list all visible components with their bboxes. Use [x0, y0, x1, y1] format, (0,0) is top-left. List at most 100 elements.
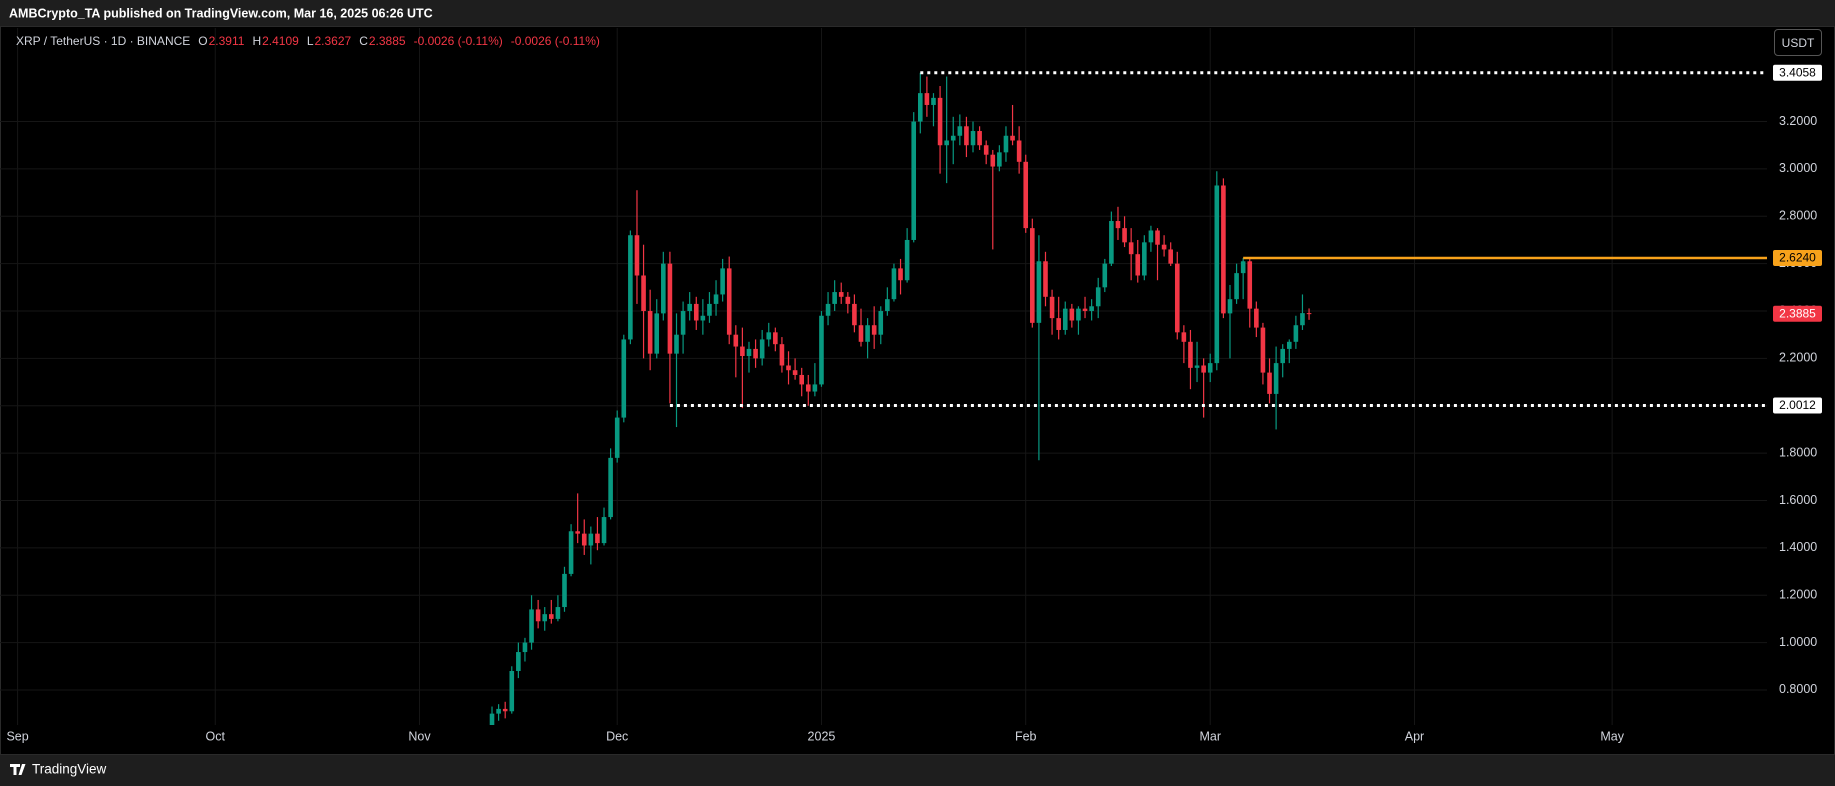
- y-tick-label: 3.2000: [1779, 114, 1817, 128]
- legend-value: 2.3627: [314, 34, 352, 48]
- candle-body: [720, 268, 725, 295]
- legend-key: O: [198, 34, 208, 48]
- candle-body: [838, 292, 844, 297]
- candle-body: [1089, 306, 1094, 312]
- legend-change: -0.0026 (-0.11%): [413, 34, 503, 48]
- y-tick-label: 3.0000: [1779, 161, 1817, 175]
- y-tick-label: 0.8000: [1779, 682, 1817, 696]
- candle-body: [1306, 313, 1312, 315]
- candle-body: [812, 384, 818, 392]
- candle-body: [1260, 327, 1266, 373]
- x-tick-label: May: [1600, 729, 1624, 743]
- candle-body: [759, 339, 765, 359]
- candle-body: [713, 294, 719, 304]
- candle-body: [661, 263, 666, 314]
- candle-body: [489, 713, 495, 725]
- candle-body: [852, 303, 857, 326]
- candle-body: [614, 417, 620, 458]
- candle-body: [1214, 185, 1220, 364]
- candle-body: [746, 348, 752, 357]
- candle-body: [595, 533, 600, 544]
- candle-body: [726, 268, 732, 335]
- candle-body: [733, 334, 739, 347]
- footer-bar: [0, 755, 1835, 786]
- candle-body: [1049, 296, 1055, 319]
- candle-body: [1181, 332, 1187, 342]
- candle-body: [1221, 185, 1226, 314]
- symbol: XRP / TetherUS · 1D · BINANCE: [16, 34, 191, 48]
- candle-body: [766, 332, 772, 340]
- candle-body: [687, 303, 692, 312]
- level-label: 2.0012: [1779, 398, 1816, 412]
- candle-body: [937, 97, 943, 146]
- candle-body: [529, 609, 534, 643]
- candle-body: [1003, 135, 1009, 153]
- candle-body: [509, 671, 515, 712]
- legend-key: L: [306, 34, 314, 48]
- level-badge: [1773, 397, 1822, 414]
- y-tick-label: 1.4000: [1779, 540, 1817, 554]
- level-badge: [1773, 64, 1822, 81]
- y-tick-label: 2.8000: [1779, 209, 1817, 223]
- candle-body: [799, 374, 804, 385]
- candle-body: [588, 533, 594, 546]
- x-tick-label: Mar: [1199, 729, 1221, 743]
- candle-body: [878, 311, 884, 335]
- x-tick-label: Apr: [1405, 729, 1424, 743]
- candle-body: [1056, 318, 1061, 330]
- candle-body: [1030, 228, 1035, 323]
- logo-icon: [10, 764, 26, 775]
- candle-body: [1280, 348, 1286, 364]
- candle-body: [522, 642, 528, 653]
- candle-body: [1267, 372, 1272, 394]
- candle-body: [773, 332, 778, 345]
- candle-body: [641, 275, 646, 312]
- candle-body: [997, 152, 1002, 167]
- candle-body: [1273, 363, 1279, 394]
- candle-body: [700, 315, 706, 321]
- candle-body: [1016, 140, 1022, 162]
- candle-body: [1102, 263, 1108, 288]
- candle-body: [1155, 230, 1160, 245]
- candle-body: [1069, 308, 1075, 321]
- x-tick-label: 2025: [808, 729, 836, 743]
- candle-body: [944, 140, 949, 146]
- candle-body: [983, 145, 989, 155]
- candle-body: [1082, 308, 1088, 312]
- candle-body: [779, 344, 785, 366]
- candle-body: [957, 126, 963, 136]
- level-badge: [1773, 249, 1822, 266]
- candle-body: [990, 154, 996, 167]
- candle-body: [819, 315, 824, 385]
- candle-body: [1207, 363, 1213, 373]
- currency-button[interactable]: USDT: [1774, 29, 1822, 56]
- candle-body: [858, 325, 864, 342]
- candle-body: [555, 607, 561, 619]
- candle-body: [753, 348, 758, 359]
- candle-body: [1300, 313, 1305, 326]
- candle-body: [1095, 287, 1101, 307]
- chart-frame: [0, 26, 1835, 755]
- candle-body: [950, 135, 956, 141]
- candle-body: [542, 614, 548, 622]
- candle-body: [581, 533, 587, 546]
- candle-body: [964, 126, 969, 146]
- last-price-badge: [1773, 305, 1822, 322]
- header-bar: [0, 0, 1835, 26]
- candle-body: [502, 708, 508, 712]
- candle-body: [654, 313, 660, 354]
- candle-body: [911, 121, 917, 240]
- candle-body: [904, 239, 910, 281]
- candle-body: [568, 531, 574, 574]
- candle-body: [1135, 254, 1141, 276]
- candle-body: [805, 384, 811, 392]
- candle-body: [1201, 365, 1206, 373]
- candle-body: [977, 131, 982, 146]
- candle-body: [1109, 221, 1114, 264]
- candle-body: [1076, 308, 1081, 321]
- candle-body: [621, 339, 627, 418]
- candle-body: [575, 531, 580, 534]
- candle-body: [1023, 161, 1029, 229]
